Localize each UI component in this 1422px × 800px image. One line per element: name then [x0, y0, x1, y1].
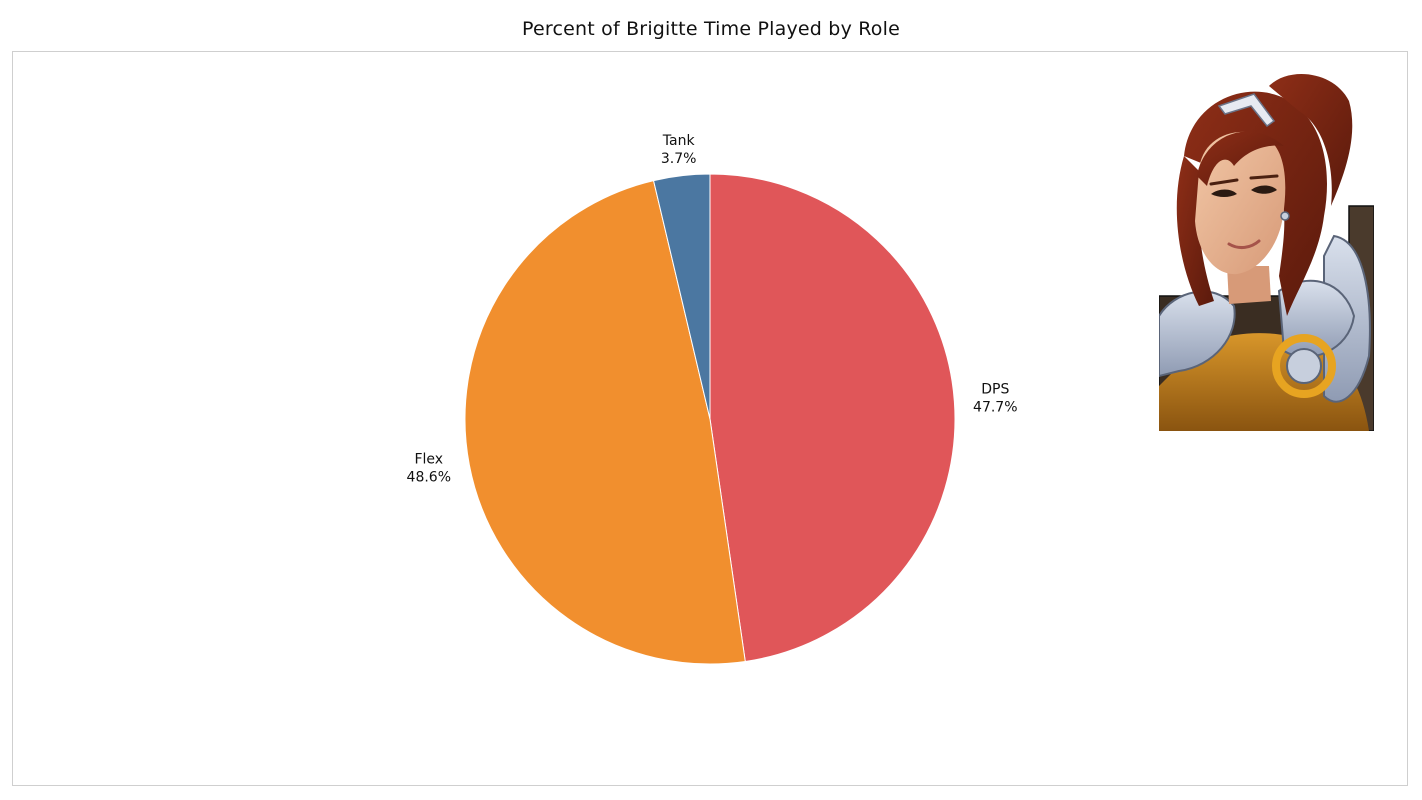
- slice-label-dps: DPS 47.7%: [973, 382, 1017, 416]
- pie-labels: DPS 47.7% Flex 48.6% Tank 3.7%: [407, 133, 1018, 486]
- brigitte-portrait-icon: [1159, 74, 1374, 431]
- slice-label-name: DPS: [981, 382, 1009, 398]
- slice-label-tank: Tank 3.7%: [661, 133, 697, 167]
- pie-slice-dps: [709, 173, 956, 663]
- slice-label-name: Tank: [662, 133, 696, 149]
- pie-slice-flex: [464, 179, 746, 665]
- slice-label-value: 3.7%: [661, 151, 697, 167]
- slice-label-flex: Flex 48.6%: [407, 452, 451, 486]
- slice-label-value: 47.7%: [973, 400, 1017, 416]
- plot-frame: [12, 51, 1408, 786]
- slice-label-value: 48.6%: [407, 470, 451, 486]
- slice-label-name: Flex: [414, 452, 443, 468]
- chart-title: Percent of Brigitte Time Played by Role: [521, 18, 900, 40]
- pie-slice-tank: [652, 173, 711, 420]
- pie-slices: [464, 173, 956, 665]
